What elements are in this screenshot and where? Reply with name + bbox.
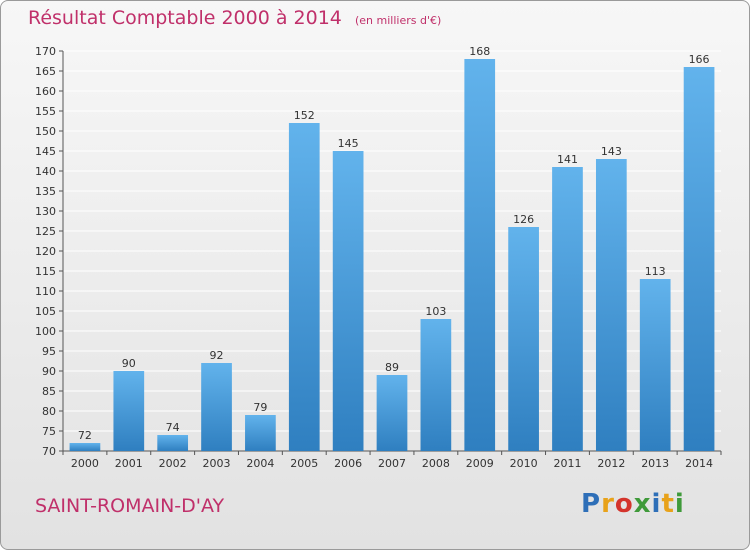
bar-2011[interactable] (552, 167, 583, 451)
bar-2012[interactable] (595, 159, 627, 451)
y-tick-label: 80 (42, 405, 56, 418)
y-tick-label: 170 (35, 45, 56, 58)
x-tick-label-2009: 2009 (466, 457, 494, 470)
x-tick-label-2003: 2003 (203, 457, 231, 470)
data-label-2013: 113 (645, 265, 666, 278)
y-tick-label: 125 (35, 225, 56, 238)
y-tick-label: 90 (42, 365, 56, 378)
x-tick-label-2002: 2002 (159, 457, 187, 470)
chart-title: Résultat Comptable 2000 à 2014 (en milli… (28, 7, 441, 29)
y-tick-label: 105 (35, 305, 56, 318)
bar-2007[interactable] (376, 375, 408, 451)
data-label-2012: 143 (601, 145, 622, 158)
data-label-2005: 152 (294, 109, 315, 122)
x-tick-label-2005: 2005 (290, 457, 318, 470)
x-tick-label-2011: 2011 (553, 457, 581, 470)
y-tick-label: 155 (35, 105, 56, 118)
x-tick-label-2001: 2001 (115, 457, 143, 470)
bar-2010[interactable] (508, 227, 539, 451)
bar-2001[interactable] (113, 371, 145, 451)
y-tick-label: 85 (42, 385, 56, 398)
x-tick-label-2008: 2008 (422, 457, 450, 470)
bar-2004[interactable] (245, 415, 276, 451)
data-label-2004: 79 (253, 401, 267, 414)
bar-2002[interactable] (157, 435, 189, 451)
data-label-2014: 166 (689, 53, 710, 66)
y-tick-label: 120 (35, 245, 56, 258)
chart-subtitle: (en milliers d'€) (354, 14, 442, 27)
y-tick-label: 150 (35, 125, 56, 138)
commune-name: SAINT-ROMAIN-D'AY (35, 495, 225, 517)
y-tick-label: 100 (35, 325, 56, 338)
bars (69, 59, 715, 451)
bar-2000[interactable] (69, 443, 101, 451)
y-tick-label: 110 (35, 285, 56, 298)
data-label-2009: 168 (469, 45, 490, 58)
labels: 70 75 80 85 90 95 100 105 110 115 120 125 130 135 140 1… (35, 45, 713, 470)
bar-2013[interactable] (639, 279, 671, 451)
data-label-2001: 90 (122, 357, 136, 370)
x-tick-label-2006: 2006 (334, 457, 362, 470)
y-tick-label: 140 (35, 165, 56, 178)
data-label-2010: 126 (513, 213, 534, 226)
y-tick-label: 130 (35, 205, 56, 218)
data-label-2003: 92 (210, 349, 224, 362)
y-tick-label: 160 (35, 85, 56, 98)
y-tick-label: 145 (35, 145, 56, 158)
data-label-2008: 103 (425, 305, 446, 318)
x-tick-label-2014: 2014 (685, 457, 713, 470)
y-tick-label: 165 (35, 65, 56, 78)
chart-title-main: Résultat Comptable 2000 à 2014 (28, 7, 342, 29)
y-tick-label: 75 (42, 425, 56, 438)
data-label-2002: 74 (166, 421, 180, 434)
bar-2008[interactable] (420, 319, 452, 451)
bar-2005[interactable] (288, 123, 320, 451)
data-label-2007: 89 (385, 361, 399, 374)
x-tick-label-2012: 2012 (597, 457, 625, 470)
bar-2006[interactable] (332, 151, 364, 451)
data-label-2011: 141 (557, 153, 578, 166)
bar-2009[interactable] (464, 59, 496, 451)
data-label-2006: 145 (338, 137, 359, 150)
bar-2003[interactable] (201, 363, 232, 451)
x-tick-label-2004: 2004 (246, 457, 274, 470)
x-tick-label-2010: 2010 (510, 457, 538, 470)
bar-2014[interactable] (683, 67, 715, 451)
x-tick-label-2013: 2013 (641, 457, 669, 470)
x-tick-label-2000: 2000 (71, 457, 99, 470)
proxiti-logo[interactable]: Proxiti (581, 489, 685, 519)
y-tick-label: 115 (35, 265, 56, 278)
y-tick-label: 70 (42, 445, 56, 458)
y-tick-label: 135 (35, 185, 56, 198)
y-tick-label: 95 (42, 345, 56, 358)
x-tick-label-2007: 2007 (378, 457, 406, 470)
data-label-2000: 72 (78, 429, 92, 442)
